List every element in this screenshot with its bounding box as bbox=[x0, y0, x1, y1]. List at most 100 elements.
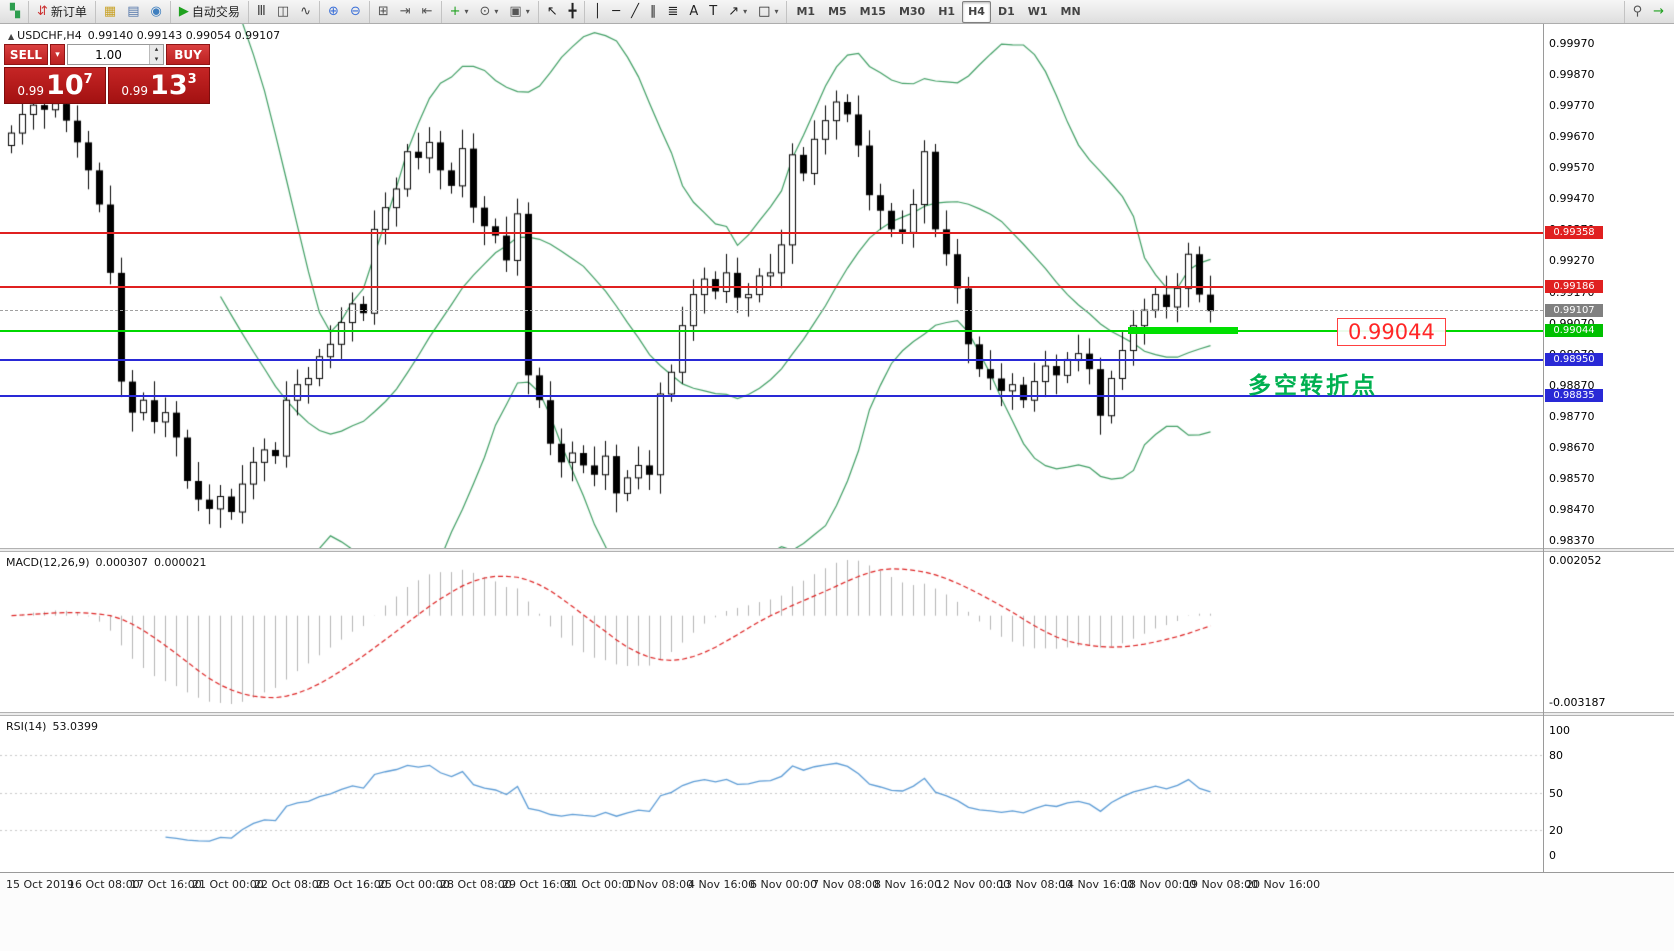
macd-indicator-canvas[interactable] bbox=[0, 552, 1544, 712]
new-chart-icon[interactable]: + ▾ bbox=[449, 4, 469, 19]
arrows-icon[interactable]: ↗ ▾ bbox=[728, 4, 748, 19]
date-axis-label: 22 Oct 08:00 bbox=[254, 878, 326, 891]
toolbar-group-add: + ▾ ⊙ ▾ ▣ ▾ bbox=[440, 0, 538, 23]
tf-m5-button[interactable]: M5 bbox=[828, 5, 847, 18]
toolbar: ▚ ⇵ 新订单 ▦ ▤ ◉ ▶ 自动交易 Ⅲ ◫ ∿ ⊕ ⊖ ⊞ ⇥ ⇤ + ▾ ⊙ ▾ ▣ ▾ ↖ ╋ │ ─ ╱ ∥ ≣ A T ↗ ▾ □ ▾… bbox=[0, 0, 1674, 24]
order-type-dropdown[interactable]: ▾ bbox=[50, 44, 65, 65]
date-axis-label: 19 Nov 08:00 bbox=[1184, 878, 1259, 891]
shapes-icon[interactable]: □ ▾ bbox=[758, 4, 779, 19]
buy-price-display[interactable]: 0.99 13 3 bbox=[108, 67, 210, 104]
rsi-axis-label: 0 bbox=[1549, 849, 1556, 862]
toolbar-group-autotrading: ▶ 自动交易 bbox=[169, 0, 248, 23]
trendline-icon[interactable]: ╱ bbox=[631, 4, 639, 19]
price-axis-label: 0.98470 bbox=[1549, 502, 1595, 516]
tf-d1-button[interactable]: D1 bbox=[997, 5, 1015, 18]
rsi-axis-label: 20 bbox=[1549, 824, 1563, 837]
tf-w1-button[interactable]: W1 bbox=[1027, 5, 1048, 18]
date-axis-label: 21 Oct 00:00 bbox=[192, 878, 264, 891]
tf-h4-button[interactable]: H4 bbox=[962, 0, 991, 23]
pivot-highlight-segment[interactable] bbox=[1128, 326, 1238, 334]
price-axis-label: 0.99670 bbox=[1549, 130, 1595, 144]
sell-price-display[interactable]: 0.99 10 7 bbox=[4, 67, 106, 104]
date-axis-label: 14 Nov 16:00 bbox=[1060, 878, 1135, 891]
market-watch-icon[interactable]: ▦ bbox=[103, 4, 117, 19]
rsi-axis-label: 100 bbox=[1549, 724, 1570, 737]
sell-button[interactable]: SELL bbox=[4, 44, 48, 65]
symbol-period-label: USDCHF,H4 bbox=[17, 29, 82, 42]
support-1-line[interactable] bbox=[0, 358, 1543, 361]
panel-separator[interactable] bbox=[0, 712, 1674, 716]
navigator-icon[interactable]: ◉ bbox=[150, 4, 162, 19]
vertical-line-icon[interactable]: │ bbox=[593, 4, 602, 19]
rsi-axis-label: 80 bbox=[1549, 749, 1563, 762]
price-callout-label[interactable]: 0.99044 bbox=[1337, 317, 1446, 346]
resistance-2-price-badge: 0.99186 bbox=[1545, 279, 1603, 293]
toolbar-group-timeframes: M1 M5 M15 M30 H1 H4 D1 W1 MN bbox=[786, 0, 1089, 23]
tf-mn-button[interactable]: MN bbox=[1060, 5, 1081, 18]
price-axis-label: 0.99870 bbox=[1549, 68, 1595, 82]
tf-h1-button[interactable]: H1 bbox=[938, 5, 956, 18]
channel-icon[interactable]: ∥ bbox=[649, 4, 657, 19]
pivot-annotation-text[interactable]: 多空转折点 bbox=[1248, 373, 1378, 399]
rsi-indicator-canvas[interactable] bbox=[0, 716, 1544, 872]
text-icon[interactable]: A bbox=[689, 4, 699, 19]
volume-down-button[interactable]: ▾ bbox=[150, 54, 163, 64]
chart-shift-icon[interactable]: ⇤ bbox=[421, 4, 433, 19]
candlestick-chart-icon[interactable]: ◫ bbox=[276, 4, 290, 19]
periods-icon[interactable]: ⊙ ▾ bbox=[479, 4, 499, 19]
buy-button[interactable]: BUY bbox=[166, 44, 210, 65]
date-axis-label: 17 Oct 16:00 bbox=[130, 878, 202, 891]
price-axis-label: 0.98770 bbox=[1549, 409, 1595, 423]
date-axis-label: 13 Nov 08:00 bbox=[998, 878, 1073, 891]
tf-m30-button[interactable]: M30 bbox=[898, 5, 926, 18]
volume-input[interactable] bbox=[68, 45, 149, 64]
crosshair-icon[interactable]: ╋ bbox=[568, 4, 577, 19]
volume-up-button[interactable]: ▴ bbox=[150, 45, 163, 55]
horizontal-line-icon[interactable]: ─ bbox=[612, 4, 621, 19]
data-window-icon[interactable]: ▤ bbox=[127, 4, 140, 19]
autotrading-button[interactable]: ▶ 自动交易 bbox=[178, 4, 240, 19]
time-axis[interactable]: 15 Oct 2019 16 Oct 08:00 17 Oct 16:00 21 Oc… bbox=[0, 872, 1674, 951]
toolbar-group-zoom: ⊕ ⊖ bbox=[319, 0, 369, 23]
help-icon[interactable]: → bbox=[1653, 4, 1664, 19]
tf-m15-button[interactable]: M15 bbox=[859, 5, 886, 18]
cursor-icon[interactable]: ↖ bbox=[546, 4, 558, 19]
macd-label: MACD(12,26,9) 0.000307 0.000021 bbox=[6, 556, 207, 569]
search-icon[interactable]: ⚲ bbox=[1632, 4, 1643, 19]
tile-windows-icon[interactable]: ⊞ bbox=[377, 4, 389, 19]
zoom-in-icon[interactable]: ⊕ bbox=[328, 4, 339, 19]
volume-field: ▴ ▾ bbox=[67, 44, 164, 65]
date-axis-label: 31 Oct 00:00 bbox=[564, 878, 636, 891]
label-icon[interactable]: T bbox=[709, 4, 718, 19]
support-2-line[interactable] bbox=[0, 394, 1543, 397]
zoom-out-icon[interactable]: ⊖ bbox=[349, 4, 361, 19]
date-axis-label: 16 Oct 08:00 bbox=[68, 878, 140, 891]
macd-axis-max: 0.002052 bbox=[1549, 554, 1602, 567]
new-order-button[interactable]: ⇵ 新订单 bbox=[37, 4, 87, 19]
price-axis-separator bbox=[1543, 24, 1544, 872]
current-price-price-badge: 0.99107 bbox=[1545, 304, 1603, 318]
templates-icon[interactable]: ▣ ▾ bbox=[509, 4, 530, 19]
auto-scroll-icon[interactable]: ⇥ bbox=[399, 4, 411, 19]
date-axis-label: 15 Oct 2019 bbox=[6, 878, 75, 891]
date-axis-label: 7 Nov 08:00 bbox=[812, 878, 880, 891]
bar-chart-icon[interactable]: Ⅲ bbox=[256, 4, 266, 19]
pivot-line[interactable] bbox=[0, 329, 1543, 332]
date-axis-label: 18 Nov 00:00 bbox=[1122, 878, 1197, 891]
toolbar-group-orders: ⇵ 新订单 bbox=[28, 0, 95, 23]
support-1-price-badge: 0.98950 bbox=[1545, 352, 1603, 366]
price-axis-label: 0.99470 bbox=[1549, 192, 1595, 206]
panel-separator[interactable] bbox=[0, 548, 1674, 552]
price-axis-label: 0.98570 bbox=[1549, 471, 1595, 485]
resistance-2-line[interactable] bbox=[0, 285, 1543, 288]
line-chart-icon[interactable]: ∿ bbox=[300, 4, 312, 19]
current-price-line[interactable] bbox=[0, 310, 1543, 312]
app-icon: ▚ bbox=[10, 4, 20, 19]
tf-m1-button[interactable]: M1 bbox=[796, 5, 816, 18]
expand-icon[interactable]: ▲ bbox=[8, 32, 15, 41]
resistance-1-line[interactable] bbox=[0, 232, 1543, 235]
rsi-axis-label: 50 bbox=[1549, 786, 1563, 800]
date-axis-label: 29 Oct 16:00 bbox=[502, 878, 574, 891]
fibonacci-icon[interactable]: ≣ bbox=[667, 4, 679, 19]
